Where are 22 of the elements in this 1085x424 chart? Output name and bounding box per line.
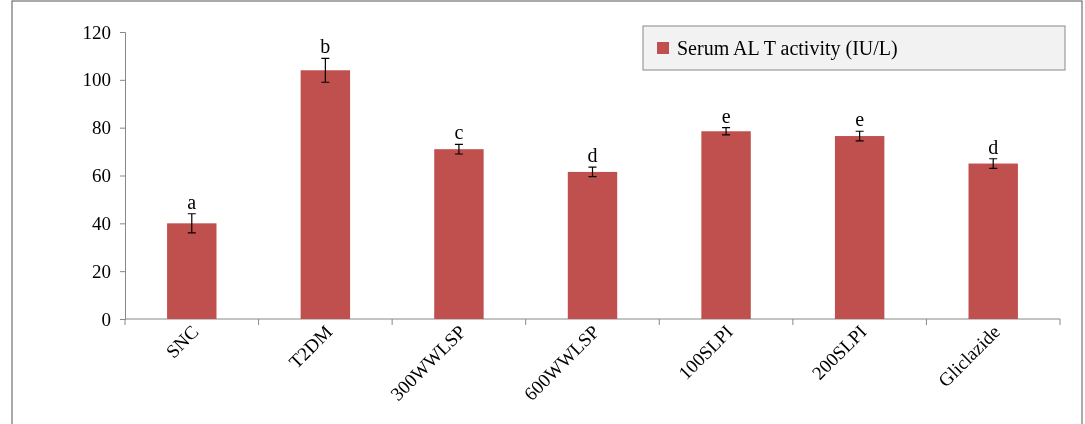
y-tick-label: 100 bbox=[82, 69, 111, 91]
bar bbox=[167, 223, 217, 319]
y-tick-label: 80 bbox=[92, 117, 111, 139]
annotation: d bbox=[587, 144, 598, 167]
y-tick-label: 20 bbox=[92, 260, 111, 282]
bar bbox=[434, 149, 484, 319]
annotation: b bbox=[320, 35, 331, 58]
annotation: c bbox=[454, 121, 464, 144]
bar bbox=[300, 70, 351, 319]
bar bbox=[834, 136, 885, 319]
bar bbox=[968, 163, 1018, 319]
annotation: d bbox=[988, 135, 999, 158]
annotation: a bbox=[187, 190, 197, 213]
y-tick-label: 0 bbox=[101, 308, 111, 330]
y-tick-label: 40 bbox=[92, 212, 111, 234]
annotation: e bbox=[721, 104, 731, 127]
y-tick-label: 120 bbox=[82, 21, 111, 43]
annotation: e bbox=[855, 108, 865, 131]
bar bbox=[701, 131, 751, 319]
legend-label: Serum AL T activity (IU/L) bbox=[677, 37, 898, 60]
y-tick-label: 60 bbox=[92, 165, 111, 187]
bar bbox=[567, 171, 618, 319]
